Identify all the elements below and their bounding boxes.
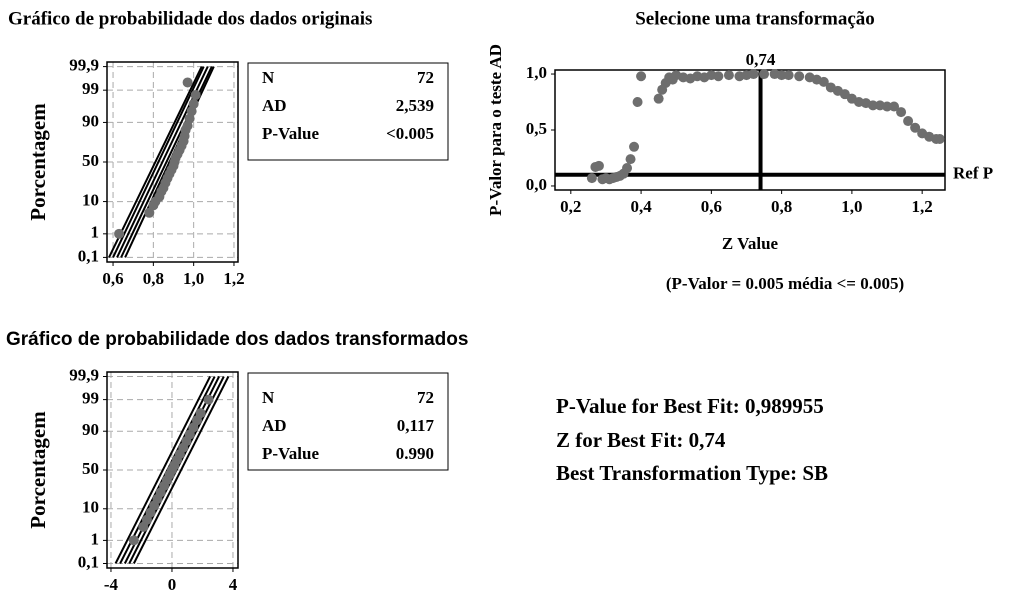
x-tick-label: 0,8 <box>143 269 164 288</box>
data-point <box>818 76 829 87</box>
plot-frame <box>106 61 239 263</box>
stat-value: 0.990 <box>396 444 434 463</box>
stat-value: <0.005 <box>386 124 434 143</box>
stat-label: P-Value <box>262 124 319 143</box>
fit-line <box>108 66 203 258</box>
x-tick-label: 0,2 <box>560 197 581 216</box>
chart: Gráfico de probabilidade dos dados origi… <box>8 8 372 288</box>
y-tick-label: 50 <box>82 459 99 478</box>
y-tick-label: 1 <box>91 223 100 242</box>
summary-line: Best Transformation Type: SB <box>556 461 828 485</box>
x-tick-label: 0,6 <box>102 269 123 288</box>
summary-line: Z for Best Fit: 0,74 <box>556 428 726 452</box>
chart-title: Gráfico de probabilidade dos dados origi… <box>8 8 372 29</box>
data-point <box>910 122 921 133</box>
data-point <box>896 107 907 118</box>
stat-value: 72 <box>417 68 434 87</box>
y-tick-label: 99,9 <box>69 365 99 384</box>
x-tick-label: 4 <box>229 575 238 594</box>
stat-value: 72 <box>417 388 434 407</box>
y-tick-label: 10 <box>82 498 99 517</box>
chart: Gráfico de probabilidade dos dados trans… <box>6 329 468 594</box>
y-tick-label: 0,0 <box>526 175 547 194</box>
fit-line <box>112 66 205 258</box>
stats-box <box>247 372 449 471</box>
stat-label: AD <box>262 416 287 435</box>
data-point <box>759 69 770 80</box>
data-point <box>593 160 604 171</box>
data-point <box>188 98 199 109</box>
reference-label: Ref P <box>953 164 993 183</box>
y-axis-label: Porcentagem <box>26 411 50 529</box>
data-point <box>625 154 636 165</box>
data-point <box>794 71 805 82</box>
y-tick-label: 90 <box>82 111 99 130</box>
data-point <box>632 97 643 108</box>
y-tick-label: 0,1 <box>78 246 99 265</box>
summary-line: P-Value for Best Fit: 0,989955 <box>556 394 824 418</box>
data-point <box>934 133 945 144</box>
x-tick-label: -4 <box>104 575 119 594</box>
reference-label: 0,74 <box>746 50 776 69</box>
data-point <box>182 77 193 88</box>
stat-label: P-Value <box>262 444 319 463</box>
chart: Selecione uma transformação P-Valor para … <box>486 8 993 293</box>
chart-title: Gráfico de probabilidade dos dados trans… <box>6 329 468 350</box>
stat-value: 2,539 <box>396 96 434 115</box>
y-axis-label: P-Valor para o teste AD <box>486 44 505 216</box>
data-point <box>128 535 139 546</box>
data-point <box>882 101 893 112</box>
y-tick-label: 1 <box>91 529 100 548</box>
x-tick-label: 1,0 <box>183 269 204 288</box>
x-tick-label: 1,0 <box>841 197 862 216</box>
y-axis-label: Porcentagem <box>26 103 50 221</box>
data-point <box>713 71 724 82</box>
data-point <box>203 394 214 405</box>
stats-box <box>247 62 449 161</box>
data-point <box>636 71 647 82</box>
data-point <box>190 89 201 100</box>
data-point <box>776 70 787 81</box>
data-point <box>867 100 878 111</box>
x-tick-label: 0,8 <box>771 197 792 216</box>
data-point <box>144 207 155 218</box>
y-tick-label: 99 <box>82 79 99 98</box>
data-point <box>748 69 759 80</box>
data-point <box>783 70 794 81</box>
y-tick-label: 90 <box>82 420 99 439</box>
y-tick-label: 10 <box>82 190 99 209</box>
y-tick-label: 99 <box>82 389 99 408</box>
y-tick-label: 1,0 <box>526 63 547 82</box>
plot-frame <box>554 69 946 191</box>
y-tick-label: 50 <box>82 151 99 170</box>
plot-frame <box>106 371 239 569</box>
x-tick-label: 0 <box>168 575 177 594</box>
x-axis-label: Z Value <box>722 234 779 253</box>
stat-label: N <box>262 388 275 407</box>
data-point <box>622 163 633 174</box>
x-tick-label: 0,6 <box>701 197 722 216</box>
data-point <box>195 408 206 419</box>
stat-value: 0,117 <box>397 416 435 435</box>
data-point <box>586 173 597 184</box>
data-point <box>889 101 900 112</box>
stat-label: N <box>262 68 275 87</box>
y-tick-label: 0,1 <box>78 552 99 571</box>
x-tick-label: 0,4 <box>630 197 652 216</box>
data-point <box>723 70 734 81</box>
data-point <box>653 93 664 104</box>
stat-label: AD <box>262 96 287 115</box>
x-tick-label: 1,2 <box>912 197 933 216</box>
x-tick-label: 1,2 <box>223 269 244 288</box>
data-point <box>903 116 914 127</box>
data-point <box>114 228 125 239</box>
data-point <box>629 141 640 152</box>
chart-title: Selecione uma transformação <box>635 8 875 29</box>
y-tick-label: 0,5 <box>526 119 547 138</box>
fit-line <box>132 376 230 564</box>
y-tick-label: 99,9 <box>69 55 99 74</box>
fit-line <box>114 376 211 564</box>
note: (P-Valor = 0.005 média <= 0.005) <box>666 274 904 293</box>
